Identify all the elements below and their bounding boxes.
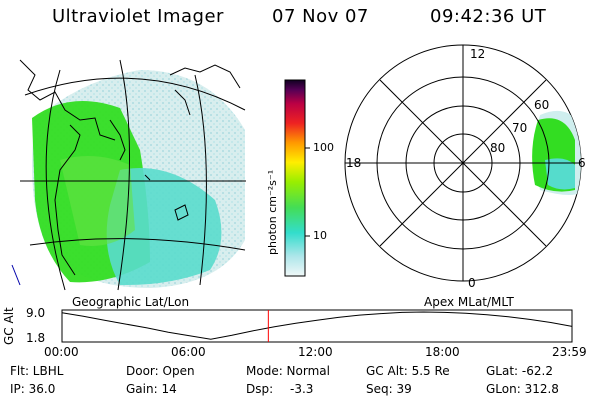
geo-coastlines — [19, 59, 241, 276]
altitude-ytick-max: 9.0 — [26, 306, 46, 320]
glat-status: GLat: -62.2 — [486, 364, 553, 378]
dsp-value: -3.3 — [290, 382, 314, 396]
dsp-label: Dsp: — [246, 382, 274, 396]
mlt-label-18: 18 — [346, 156, 362, 170]
glon-status: GLon: 312.8 — [486, 382, 559, 396]
geo-grid — [20, 59, 246, 291]
altitude-series-line — [61, 311, 573, 340]
xtick-0000: 00:00 — [44, 345, 79, 359]
colorbar-tick-10: 10 — [313, 229, 327, 242]
xtick-1800: 18:00 — [425, 345, 460, 359]
mlt-label-12: 12 — [470, 47, 486, 61]
door-status: Door: Open — [126, 364, 195, 378]
altitude-ytick-min: 1.8 — [26, 331, 46, 345]
date-readout: 07 Nov 07 — [272, 6, 369, 27]
geo-image — [31, 70, 246, 288]
mlat-label-80: 80 — [490, 141, 506, 155]
polar-plot — [344, 44, 582, 282]
polar-caption: Apex MLat/MLT — [424, 295, 514, 309]
altitude-strip — [61, 309, 573, 343]
mlat-label-60: 60 — [534, 98, 550, 112]
colorbar — [284, 79, 306, 277]
filter-status: Flt: LBHL — [10, 364, 64, 378]
gain-status: Gain: 14 — [126, 382, 177, 396]
polar-aurora-cyan — [545, 158, 575, 190]
xtick-0600: 06:00 — [171, 345, 206, 359]
colorbar-tick-100: 100 — [313, 141, 334, 154]
time-readout: 09:42:36 UT — [430, 6, 547, 27]
colorbar-unit-label: photon cm⁻²s⁻¹ — [266, 169, 279, 255]
geo-caption: Geographic Lat/Lon — [72, 295, 190, 309]
mode-status: Mode: Normal — [246, 364, 330, 378]
ip-status: IP: 36.0 — [10, 382, 56, 396]
xtick-2359: 23:59 — [552, 345, 587, 359]
app-title: Ultraviolet Imager — [52, 6, 224, 27]
xtick-1200: 12:00 — [298, 345, 333, 359]
mlt-label-6: 6 — [578, 156, 586, 170]
mlat-label-70: 70 — [512, 121, 528, 135]
gc-alt-status: GC Alt: 5.5 Re — [366, 364, 450, 378]
geo-aurora-cyan — [106, 168, 222, 286]
seq-status: Seq: 39 — [366, 382, 412, 396]
altitude-ylabel: GC Alt — [2, 307, 16, 345]
mlt-label-0: 0 — [468, 276, 476, 290]
